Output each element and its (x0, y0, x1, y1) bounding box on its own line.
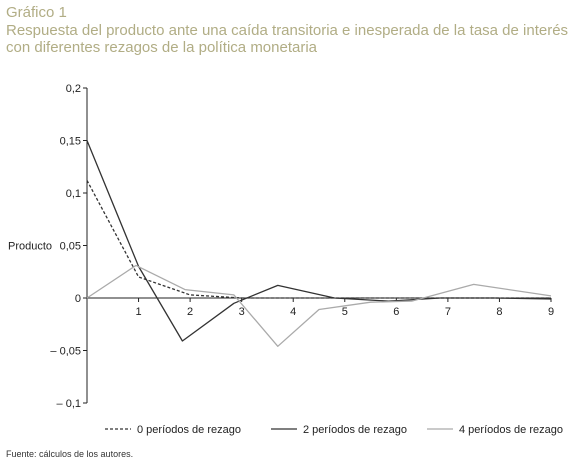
x-tick-label: 4 (290, 306, 296, 318)
series-line-0 (86, 180, 551, 299)
chart-title-line-1: Respuesta del producto ante una caída tr… (6, 22, 569, 39)
x-tick-label: 5 (342, 306, 348, 318)
x-tick-label: 8 (496, 306, 502, 318)
title-block: Gráfico 1 Respuesta del producto ante un… (6, 4, 571, 56)
legend-label-1: 2 períodos de rezago (303, 424, 407, 436)
x-tick-label: 2 (187, 306, 193, 318)
source-note: Fuente: cálculos de los autores. (6, 449, 134, 459)
chart-title-line-2: con diferentes rezagos de la política mo… (6, 39, 318, 56)
y-tick-label: 0,15 (60, 136, 81, 148)
x-tick-label: 6 (393, 306, 399, 318)
series-lines (86, 140, 552, 347)
y-tick-label: 0,2 (66, 83, 81, 95)
chart-label: Gráfico 1 (6, 4, 67, 21)
y-tick-label: 0,05 (60, 241, 81, 253)
axes (83, 87, 552, 404)
series-line-2 (86, 264, 552, 347)
y-axis-label: Producto (8, 241, 52, 253)
y-tick-label: – 0,05 (50, 346, 81, 358)
x-tick-label: 9 (548, 306, 554, 318)
x-tick-label: 1 (135, 306, 141, 318)
y-tick-label: 0,1 (66, 188, 81, 200)
y-tick-label: – 0,1 (57, 398, 81, 410)
legend-label-2: 4 períodos de rezago (459, 424, 563, 436)
x-tick-label: 7 (445, 306, 451, 318)
y-tick-label: 0 (75, 293, 81, 305)
legend-label-0: 0 períodos de rezago (137, 424, 241, 436)
tick-labels: 0,2 0,15 0,1 0,05 0 – 0,05 – 0,1 1 2 3 4 5 6 7 8 9 (50, 83, 554, 410)
series-line-1 (86, 140, 552, 342)
legend: 0 períodos de rezago 2 períodos de rezago… (105, 424, 563, 436)
x-tick-label: 3 (239, 306, 245, 318)
